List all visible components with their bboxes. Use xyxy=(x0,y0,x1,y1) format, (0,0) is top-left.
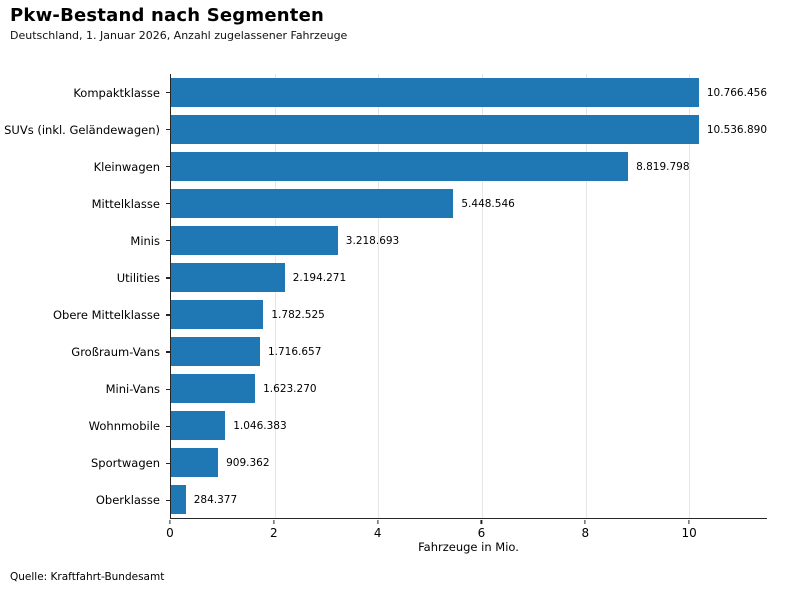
bar xyxy=(171,374,256,403)
bar xyxy=(171,263,285,292)
bar-row: 10.766.456 xyxy=(171,74,767,111)
x-tick-mark xyxy=(480,520,483,524)
bar xyxy=(171,300,264,329)
y-category-label: SUVs (inkl. Geländewagen) xyxy=(4,122,160,137)
y-category-row: Großraum-Vans xyxy=(0,334,170,371)
y-tick-mark xyxy=(166,425,170,427)
y-category-label: Sportwagen xyxy=(91,456,160,471)
y-category-row: SUVs (inkl. Geländewagen) xyxy=(0,111,170,148)
bar xyxy=(171,115,699,144)
gridline-x-10 xyxy=(689,74,691,518)
bar xyxy=(171,152,629,181)
x-tick-mark xyxy=(688,520,690,524)
x-tick-label: 0 xyxy=(166,526,174,540)
x-tick-label: 10 xyxy=(681,526,697,540)
bar xyxy=(171,226,338,255)
bar-row: 1.716.657 xyxy=(171,333,767,370)
y-category-row: Kleinwagen xyxy=(0,148,170,185)
y-category-row: Minis xyxy=(0,222,170,259)
bar xyxy=(171,485,186,514)
gridline-x-4 xyxy=(378,74,380,518)
x-tick-mark xyxy=(273,520,275,524)
x-tick-mark xyxy=(377,520,379,524)
x-tick-label: 8 xyxy=(581,526,590,540)
y-category-label: Minis xyxy=(130,233,160,248)
bar-row: 3.218.693 xyxy=(171,222,767,259)
bar-value-label: 1.716.657 xyxy=(267,345,322,358)
bar xyxy=(171,411,226,440)
y-tick-mark xyxy=(166,499,170,501)
bar-row: 909.362 xyxy=(171,444,767,481)
y-category-label: Kleinwagen xyxy=(93,159,160,174)
bar-value-label: 1.782.525 xyxy=(271,308,325,321)
gridline-x-2 xyxy=(274,74,276,518)
gridline-x-6 xyxy=(481,74,483,518)
y-category-label: Großraum-Vans xyxy=(71,345,160,360)
y-tick-mark xyxy=(166,166,170,168)
bar-row: 1.046.383 xyxy=(171,407,767,444)
y-category-row: Kompaktklasse xyxy=(0,74,170,111)
source-note: Quelle: Kraftfahrt-Bundesamt xyxy=(10,571,165,583)
x-axis-title: Fahrzeuge in Mio. xyxy=(418,540,519,554)
y-tick-mark xyxy=(166,388,170,390)
y-tick-mark xyxy=(166,351,170,353)
bar xyxy=(171,448,219,477)
bar-value-label: 909.362 xyxy=(226,456,270,469)
y-tick-mark xyxy=(166,203,170,205)
y-tick-mark xyxy=(166,91,170,94)
gridline-x-8 xyxy=(585,74,587,518)
bar-value-label: 5.448.546 xyxy=(461,197,515,210)
bar-value-label: 8.819.798 xyxy=(636,160,690,173)
y-tick-mark xyxy=(166,462,170,464)
y-category-row: Obere Mittelklasse xyxy=(0,296,170,333)
bar xyxy=(171,189,454,218)
bar-row: 10.536.890 xyxy=(171,111,767,148)
bar-row: 8.819.798 xyxy=(171,148,767,185)
x-tick-label: 2 xyxy=(269,526,278,540)
bar-row: 1.782.525 xyxy=(171,296,767,333)
y-tick-mark xyxy=(166,129,170,131)
bar-value-label: 10.766.456 xyxy=(706,86,767,99)
y-category-row: Oberklasse xyxy=(0,482,170,519)
chart-subtitle: Deutschland, 1. Januar 2026, Anzahl zuge… xyxy=(10,29,348,42)
y-category-label: Oberklasse xyxy=(95,493,160,508)
x-tick-mark xyxy=(584,520,586,524)
y-category-label: Mini-Vans xyxy=(105,382,160,397)
y-tick-mark xyxy=(166,240,170,242)
chart-title: Pkw-Bestand nach Segmenten xyxy=(10,5,324,26)
bar-rows: 10.766.456 10.536.890 8.819.798 5.448.546 3.… xyxy=(171,74,767,518)
x-tick-label: 4 xyxy=(373,526,382,540)
y-category-label: Obere Mittelklasse xyxy=(53,308,160,322)
bar-row: 284.377 xyxy=(171,481,767,518)
bar-value-label: 2.194.271 xyxy=(292,271,347,284)
bar xyxy=(171,78,699,107)
y-category-label: Mittelklasse xyxy=(91,196,160,211)
y-category-label: Wohnmobile xyxy=(88,419,160,434)
y-category-row: Sportwagen xyxy=(0,445,170,482)
y-category-row: Wohnmobile xyxy=(0,408,170,445)
bar-value-label: 10.536.890 xyxy=(706,123,767,136)
bar xyxy=(171,337,260,366)
y-category-label: Kompaktklasse xyxy=(73,85,160,100)
x-axis: 0 2 4 6 8 10 xyxy=(166,519,767,547)
x-tick-label: 6 xyxy=(477,526,486,540)
bar-row: 2.194.271 xyxy=(171,259,767,296)
bar-row: 1.623.270 xyxy=(171,370,767,407)
y-category-row: Mittelklasse xyxy=(0,185,170,222)
plot-area: 10.766.456 10.536.890 8.819.798 5.448.546 3.… xyxy=(170,74,767,519)
bar-row: 5.448.546 xyxy=(171,185,767,222)
y-category-row: Mini-Vans xyxy=(0,371,170,408)
y-axis-labels: Kompaktklasse SUVs (inkl. Geländewagen) Kl… xyxy=(0,74,170,519)
y-tick-mark xyxy=(166,314,170,316)
bar-value-label: 1.046.383 xyxy=(233,419,287,432)
x-tick-mark xyxy=(169,520,171,524)
bar-value-label: 284.377 xyxy=(193,493,238,506)
y-tick-mark xyxy=(166,277,170,279)
y-category-label: Utilities xyxy=(116,270,160,285)
bar-value-label: 1.623.270 xyxy=(263,382,317,395)
y-category-row: Utilities xyxy=(0,259,170,296)
bar-value-label: 3.218.693 xyxy=(345,234,400,247)
